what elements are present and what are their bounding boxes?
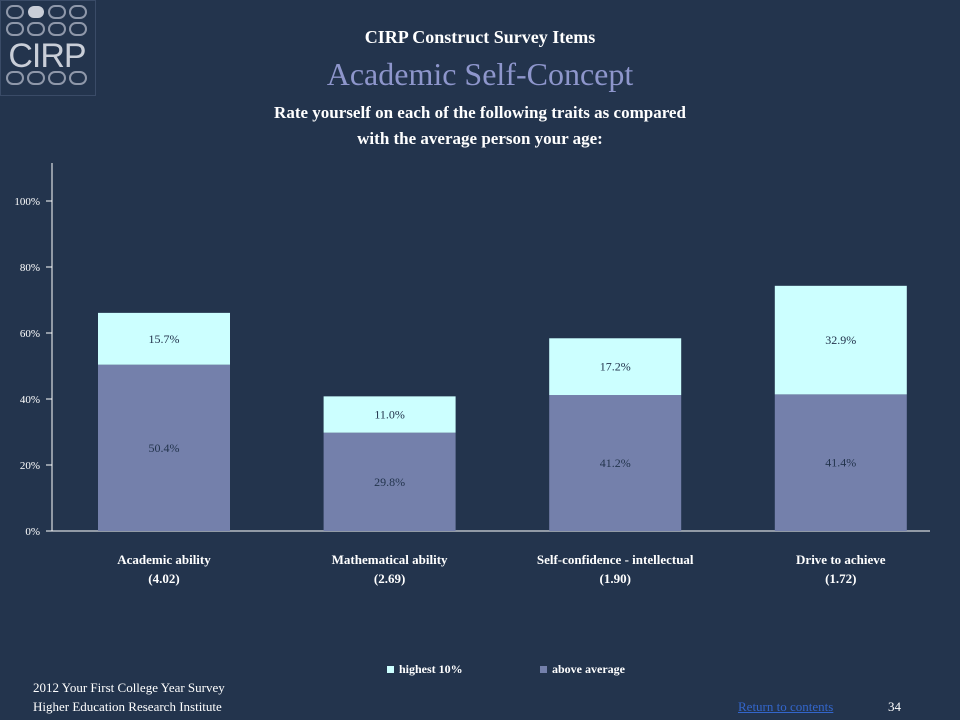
- data-label-highest-10: 15.7%: [149, 332, 180, 346]
- legend-label-highest-10: highest 10%: [399, 662, 463, 676]
- category-mean-label: (1.72): [825, 571, 856, 586]
- y-tick-label: 20%: [20, 460, 40, 472]
- slide-title: Academic Self-Concept: [326, 56, 634, 92]
- legend-item-highest-10: highest 10%: [387, 661, 463, 677]
- bar-above-average: [323, 432, 456, 531]
- data-label-highest-10: 11.0%: [374, 408, 405, 422]
- stacked-bar-chart: 0% 20% 40% 60% 80% 100% 50.4% 15.7% Academic abi…: [14, 163, 930, 586]
- category-label: Drive to achieve: [796, 552, 886, 567]
- bar-above-average: [549, 395, 682, 531]
- data-label-highest-10: 32.9%: [825, 333, 856, 347]
- category-label: Self-confidence - intellectual: [537, 552, 694, 567]
- slide-kicker: CIRP Construct Survey Items: [364, 27, 596, 47]
- legend-swatch-above-average: [540, 666, 547, 673]
- bar-highest-10: [323, 396, 456, 433]
- data-label-above-average: 29.8%: [374, 475, 405, 489]
- bar-highest-10: [98, 312, 230, 365]
- category-mean-label: (4.02): [148, 571, 179, 586]
- category-mean-label: (2.69): [374, 571, 405, 586]
- bar-above-average: [98, 364, 230, 531]
- data-label-above-average: 50.4%: [149, 441, 180, 455]
- y-tick-label: 0%: [25, 526, 40, 538]
- y-tick-label: 60%: [20, 328, 40, 340]
- data-label-above-average: 41.2%: [600, 456, 631, 470]
- cirp-logo: CIRP: [0, 0, 96, 96]
- data-label-highest-10: 17.2%: [600, 360, 631, 374]
- category-label: Mathematical ability: [332, 552, 448, 567]
- category-label: Academic ability: [117, 552, 211, 567]
- category-mean-label: (1.90): [599, 571, 630, 586]
- slide-subtitle: Rate yourself on each of the following t…: [180, 100, 780, 152]
- page-number: 34: [888, 699, 901, 714]
- return-to-contents-link[interactable]: Return to contents: [738, 699, 834, 714]
- slide-header: CIRP Construct Survey Items Academic Sel…: [180, 24, 780, 152]
- slide-subtitle-line-1: Rate yourself on each of the following t…: [274, 103, 686, 122]
- footer-survey-name: 2012 Your First College Year Survey: [33, 680, 225, 695]
- footer-institute-name: Higher Education Research Institute: [33, 699, 222, 714]
- footer-credit: 2012 Your First College Year Survey High…: [33, 678, 225, 716]
- legend-item-above-average: above average: [540, 661, 625, 677]
- bar-highest-10: [774, 285, 907, 395]
- data-label-above-average: 41.4%: [825, 456, 856, 470]
- slide-subtitle-line-2: with the average person your age:: [357, 129, 603, 148]
- y-tick-label: 100%: [14, 196, 40, 208]
- y-tick-label: 80%: [20, 262, 40, 274]
- chart-legend: highest 10% above average: [387, 661, 687, 679]
- legend-label-above-average: above average: [552, 662, 625, 676]
- bar-above-average: [774, 394, 907, 531]
- bar-highest-10: [549, 338, 682, 396]
- legend-swatch-highest-10: [387, 666, 394, 673]
- y-tick-label: 40%: [20, 394, 40, 406]
- svg-text:CIRP: CIRP: [8, 37, 85, 75]
